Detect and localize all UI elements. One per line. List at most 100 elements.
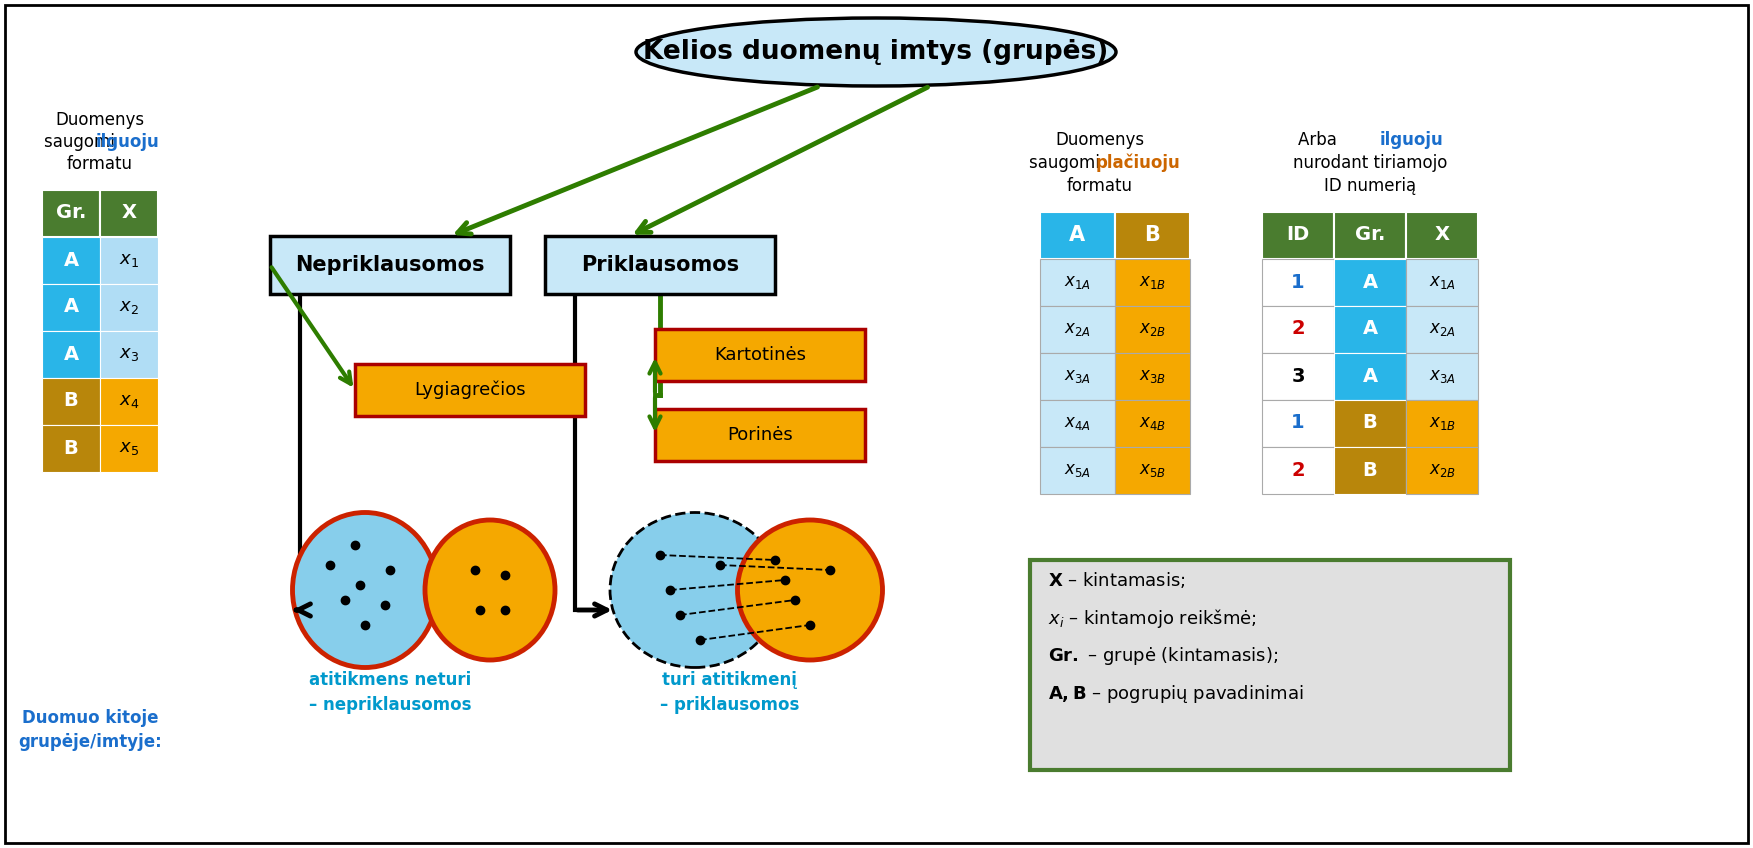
FancyBboxPatch shape: [1115, 400, 1190, 447]
Text: $x_{5A}$: $x_{5A}$: [1064, 461, 1090, 479]
Text: A: A: [1362, 272, 1378, 292]
FancyBboxPatch shape: [1334, 212, 1406, 259]
Text: Lygiagrečios: Lygiagrečios: [414, 381, 526, 399]
FancyBboxPatch shape: [100, 237, 158, 284]
FancyBboxPatch shape: [1406, 400, 1478, 447]
Text: $\mathbf{A, B}$ – pogrupių pavadinimai: $\mathbf{A, B}$ – pogrupių pavadinimai: [1048, 683, 1304, 705]
Text: plačiuoju: plačiuoju: [1096, 153, 1180, 172]
Text: $x_1$: $x_1$: [119, 251, 138, 269]
Text: saugomi: saugomi: [1029, 154, 1104, 172]
Text: Nepriklausomos: Nepriklausomos: [295, 255, 486, 275]
Text: formatu: formatu: [1068, 177, 1132, 195]
Text: atitikmens neturi: atitikmens neturi: [309, 671, 472, 689]
FancyBboxPatch shape: [42, 284, 100, 331]
Text: $x_2$: $x_2$: [119, 298, 138, 316]
Text: ID: ID: [1287, 226, 1309, 244]
Text: B: B: [1362, 460, 1378, 479]
Text: Porinės: Porinės: [727, 426, 792, 444]
FancyBboxPatch shape: [1262, 400, 1334, 447]
FancyBboxPatch shape: [100, 190, 158, 237]
FancyBboxPatch shape: [1115, 353, 1190, 400]
Text: Duomenys: Duomenys: [1055, 131, 1145, 149]
Text: 1: 1: [1292, 272, 1304, 292]
FancyBboxPatch shape: [1262, 259, 1334, 306]
Ellipse shape: [636, 18, 1117, 86]
Ellipse shape: [610, 512, 780, 667]
Text: formatu: formatu: [67, 155, 133, 173]
FancyBboxPatch shape: [100, 331, 158, 378]
Text: $x_{3B}$: $x_{3B}$: [1138, 367, 1166, 385]
Text: A: A: [63, 298, 79, 316]
Text: $\mathbf{X}$ – kintamasis;: $\mathbf{X}$ – kintamasis;: [1048, 570, 1185, 590]
FancyBboxPatch shape: [656, 329, 864, 381]
FancyBboxPatch shape: [5, 5, 1748, 843]
FancyBboxPatch shape: [1040, 212, 1115, 259]
Text: Duomenys: Duomenys: [56, 111, 144, 129]
Text: turi atitikmenį: turi atitikmenį: [663, 671, 798, 689]
FancyBboxPatch shape: [100, 284, 158, 331]
Text: $x_{3A}$: $x_{3A}$: [1064, 367, 1090, 385]
Text: $x_{4B}$: $x_{4B}$: [1138, 414, 1166, 432]
FancyBboxPatch shape: [545, 236, 775, 294]
Text: A: A: [1362, 366, 1378, 386]
Text: nurodant tiriamojo: nurodant tiriamojo: [1292, 154, 1448, 172]
Text: $x_{1B}$: $x_{1B}$: [1429, 414, 1455, 432]
Text: $\mathbf{Gr.}$ – grupė (kintamasis);: $\mathbf{Gr.}$ – grupė (kintamasis);: [1048, 645, 1278, 667]
Text: 2: 2: [1292, 460, 1304, 479]
Text: Duomuo kitoje: Duomuo kitoje: [21, 709, 158, 727]
Text: X: X: [1434, 226, 1450, 244]
Text: $x_5$: $x_5$: [119, 439, 138, 457]
Text: ilguoju: ilguoju: [96, 133, 160, 151]
Text: Kelios duomenų imtys (grupės): Kelios duomenų imtys (grupės): [643, 39, 1108, 65]
Text: $x_{2B}$: $x_{2B}$: [1138, 320, 1166, 338]
Text: A: A: [63, 344, 79, 364]
Text: $x_{3A}$: $x_{3A}$: [1429, 367, 1455, 385]
Text: Priklausomos: Priklausomos: [580, 255, 740, 275]
FancyBboxPatch shape: [1040, 259, 1115, 306]
FancyBboxPatch shape: [356, 364, 586, 416]
Text: – nepriklausomos: – nepriklausomos: [309, 696, 472, 714]
FancyBboxPatch shape: [100, 378, 158, 425]
FancyBboxPatch shape: [1334, 259, 1406, 306]
Text: B: B: [1145, 225, 1160, 245]
Text: saugomi: saugomi: [44, 133, 119, 151]
Text: ilguoju: ilguoju: [1380, 131, 1444, 149]
Ellipse shape: [424, 520, 556, 660]
Text: 1: 1: [1292, 414, 1304, 432]
FancyBboxPatch shape: [1115, 306, 1190, 353]
FancyBboxPatch shape: [42, 237, 100, 284]
FancyBboxPatch shape: [1115, 447, 1190, 494]
FancyBboxPatch shape: [1040, 400, 1115, 447]
Text: X: X: [121, 204, 137, 222]
Text: Arba: Arba: [1297, 131, 1343, 149]
FancyBboxPatch shape: [1406, 306, 1478, 353]
Text: $x_{5B}$: $x_{5B}$: [1138, 461, 1166, 479]
FancyBboxPatch shape: [1334, 447, 1406, 494]
Text: 3: 3: [1292, 366, 1304, 386]
Text: Kartotinės: Kartotinės: [713, 346, 806, 364]
FancyBboxPatch shape: [1262, 447, 1334, 494]
FancyBboxPatch shape: [1262, 306, 1334, 353]
FancyBboxPatch shape: [1031, 560, 1509, 770]
Text: $x_{1A}$: $x_{1A}$: [1429, 273, 1455, 291]
Text: $x_{4A}$: $x_{4A}$: [1064, 414, 1090, 432]
Text: $x_{2A}$: $x_{2A}$: [1429, 320, 1455, 338]
Text: – priklausomos: – priklausomos: [661, 696, 799, 714]
Text: B: B: [63, 392, 79, 410]
FancyBboxPatch shape: [42, 190, 100, 237]
Text: Gr.: Gr.: [1355, 226, 1385, 244]
Text: 2: 2: [1292, 320, 1304, 338]
FancyBboxPatch shape: [42, 378, 100, 425]
Text: $x_{1A}$: $x_{1A}$: [1064, 273, 1090, 291]
Text: B: B: [1362, 414, 1378, 432]
Text: $x_{1B}$: $x_{1B}$: [1138, 273, 1166, 291]
Text: $x_4$: $x_4$: [119, 392, 138, 410]
FancyBboxPatch shape: [270, 236, 510, 294]
Text: $x_{2A}$: $x_{2A}$: [1064, 320, 1090, 338]
Text: $\boldsymbol{x_i}$ – kintamojo reikšmė;: $\boldsymbol{x_i}$ – kintamojo reikšmė;: [1048, 606, 1257, 629]
FancyBboxPatch shape: [1334, 353, 1406, 400]
FancyBboxPatch shape: [1115, 212, 1190, 259]
FancyBboxPatch shape: [1040, 353, 1115, 400]
Text: $x_{2B}$: $x_{2B}$: [1429, 461, 1455, 479]
Text: A: A: [1362, 320, 1378, 338]
